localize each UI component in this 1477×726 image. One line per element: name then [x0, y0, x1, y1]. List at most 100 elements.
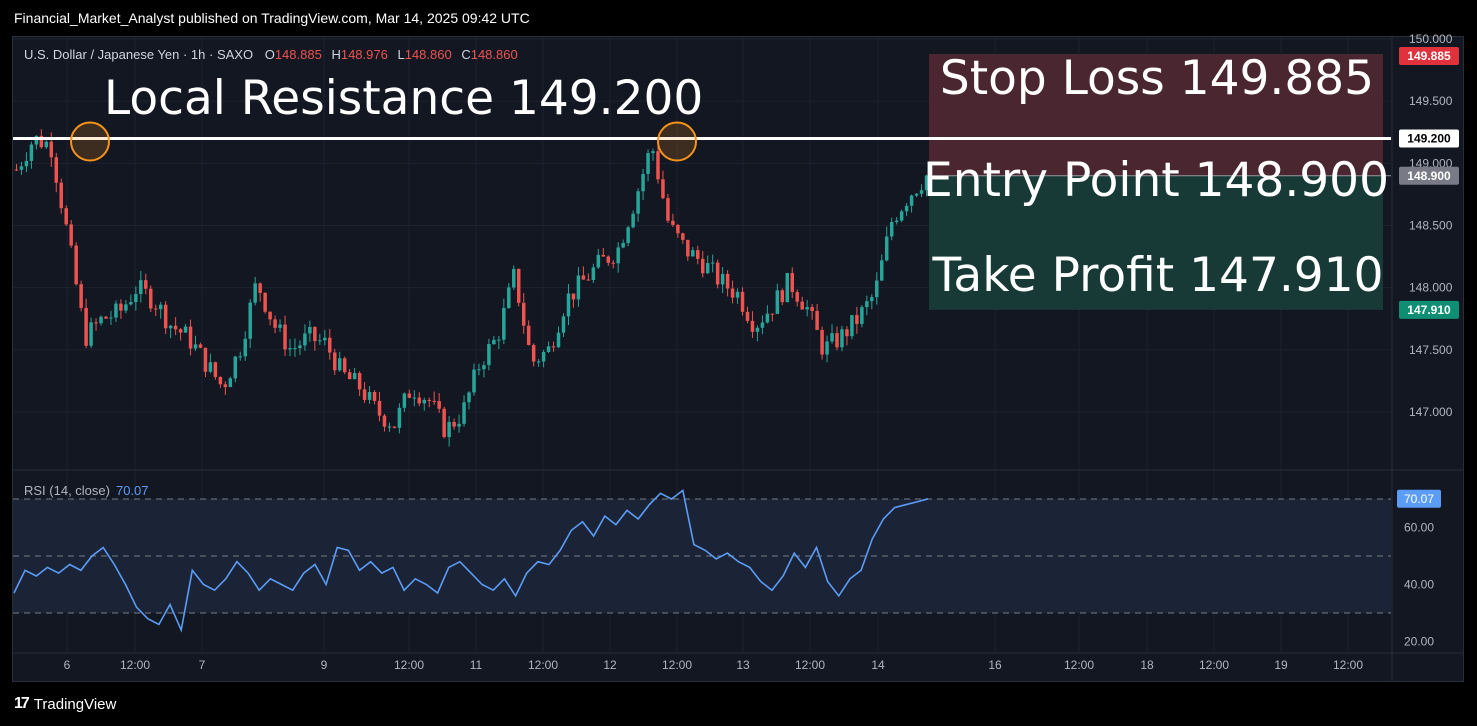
candle-body: [899, 211, 904, 221]
candle-body: [79, 284, 83, 308]
candle-body: [158, 304, 163, 310]
candle-body: [686, 239, 690, 257]
candle-body: [258, 283, 262, 293]
rsi-title: RSI (14, close) 70.07: [24, 483, 149, 498]
time-tick-label: 12:00: [1199, 658, 1229, 672]
resistance-touch-marker: [657, 121, 697, 162]
candle-body: [323, 337, 327, 341]
candle-body: [725, 273, 730, 289]
low-label: L: [397, 47, 404, 62]
time-tick-label: 19: [1274, 658, 1288, 672]
candle-body: [691, 250, 695, 257]
candle-body: [705, 263, 710, 274]
price-axis[interactable]: 150.000149.500149.000148.500148.000147.5…: [1409, 32, 1453, 419]
candle-body: [437, 401, 441, 409]
time-tick-label: 12:00: [795, 658, 825, 672]
candle-body: [850, 315, 854, 337]
candle-body: [601, 254, 606, 257]
candle-body: [452, 421, 456, 427]
resistance-label: Local Resistance 149.200: [104, 71, 703, 126]
candle-body: [462, 402, 466, 424]
candle-body: [412, 397, 417, 399]
rsi-name: RSI (14, close): [24, 483, 110, 498]
rsi-tick-label: 60.00: [1404, 521, 1434, 535]
price-tick-label: 147.000: [1409, 405, 1453, 419]
price-tick-label: 147.500: [1409, 343, 1453, 357]
stop-loss-label: Stop Loss 149.885: [940, 51, 1374, 106]
candle-body: [750, 320, 755, 332]
candle-body: [676, 224, 680, 234]
candle-body: [44, 141, 49, 148]
candle-body: [313, 326, 317, 342]
candle-body: [134, 294, 138, 302]
candle-body: [870, 297, 874, 302]
low-value: 148.860: [405, 47, 452, 62]
candle-body: [457, 423, 461, 427]
price-badge-label: 147.910: [1407, 303, 1451, 317]
candle-body: [64, 208, 68, 225]
candle-body: [561, 316, 566, 333]
candle-body: [218, 376, 223, 385]
candle-body: [94, 322, 98, 324]
candle-body: [402, 393, 407, 408]
candle-body: [596, 254, 601, 268]
candle-body: [666, 198, 670, 221]
time-axis[interactable]: 6 12:00 7 9 12:00 11 12:00 12 12:00 13 12:00 14 16 12…: [64, 658, 1364, 672]
candle-body: [328, 337, 332, 353]
candle-body: [531, 344, 536, 362]
candle-body: [884, 236, 889, 261]
candle-body: [84, 307, 88, 346]
candle-body: [904, 205, 909, 212]
candle-body: [631, 213, 635, 228]
candles-group: [14, 129, 929, 447]
candle-body: [467, 392, 471, 403]
candle-body: [427, 399, 431, 401]
time-tick-label: 16: [988, 658, 1002, 672]
candle-body: [497, 339, 501, 341]
time-tick-label: 14: [871, 658, 885, 672]
rsi-axis[interactable]: 60.00 40.00 20.00 70.07: [1397, 489, 1441, 649]
candle-body: [24, 160, 29, 167]
rsi-line: [13, 488, 929, 633]
candle-body: [288, 348, 292, 350]
candle-body: [880, 260, 884, 281]
candle-body: [700, 258, 705, 274]
price-badge: [1399, 47, 1459, 65]
rsi-tick-label: 40.00: [1404, 578, 1434, 592]
candle-body: [914, 193, 919, 196]
candle-body: [417, 397, 422, 404]
price-badge: [1399, 129, 1459, 148]
tradingview-logo[interactable]: 17 TradingView: [14, 695, 116, 713]
time-tick-label: 6: [64, 658, 71, 672]
take-profit-zone: [929, 175, 1383, 310]
candle-body: [735, 291, 740, 298]
candle-body: [283, 324, 287, 350]
time-tick-label: 12: [603, 658, 617, 672]
candle-body: [223, 384, 228, 388]
candle-body: [14, 169, 19, 171]
candle-body: [357, 373, 362, 390]
candle-body: [163, 304, 168, 329]
candle-body: [626, 227, 630, 243]
candle-body: [740, 291, 745, 312]
candle-body: [576, 275, 581, 300]
candle-body: [432, 400, 436, 402]
candle-body: [492, 339, 496, 345]
candle-body: [546, 346, 551, 353]
candle-body: [397, 407, 402, 428]
candle-body: [512, 268, 516, 288]
candle-body: [278, 324, 282, 328]
candle-body: [636, 191, 640, 214]
candle-body: [571, 293, 576, 300]
candle-body: [407, 393, 412, 398]
candle-body: [696, 250, 700, 259]
candle-body: [621, 242, 625, 248]
candle-body: [333, 352, 337, 371]
candle-body: [168, 325, 173, 329]
candle-body: [730, 288, 735, 298]
candle-body: [860, 307, 864, 324]
tradingview-logo-icon: 17: [14, 695, 30, 712]
candle-body: [611, 262, 615, 264]
candle-body: [308, 326, 312, 334]
